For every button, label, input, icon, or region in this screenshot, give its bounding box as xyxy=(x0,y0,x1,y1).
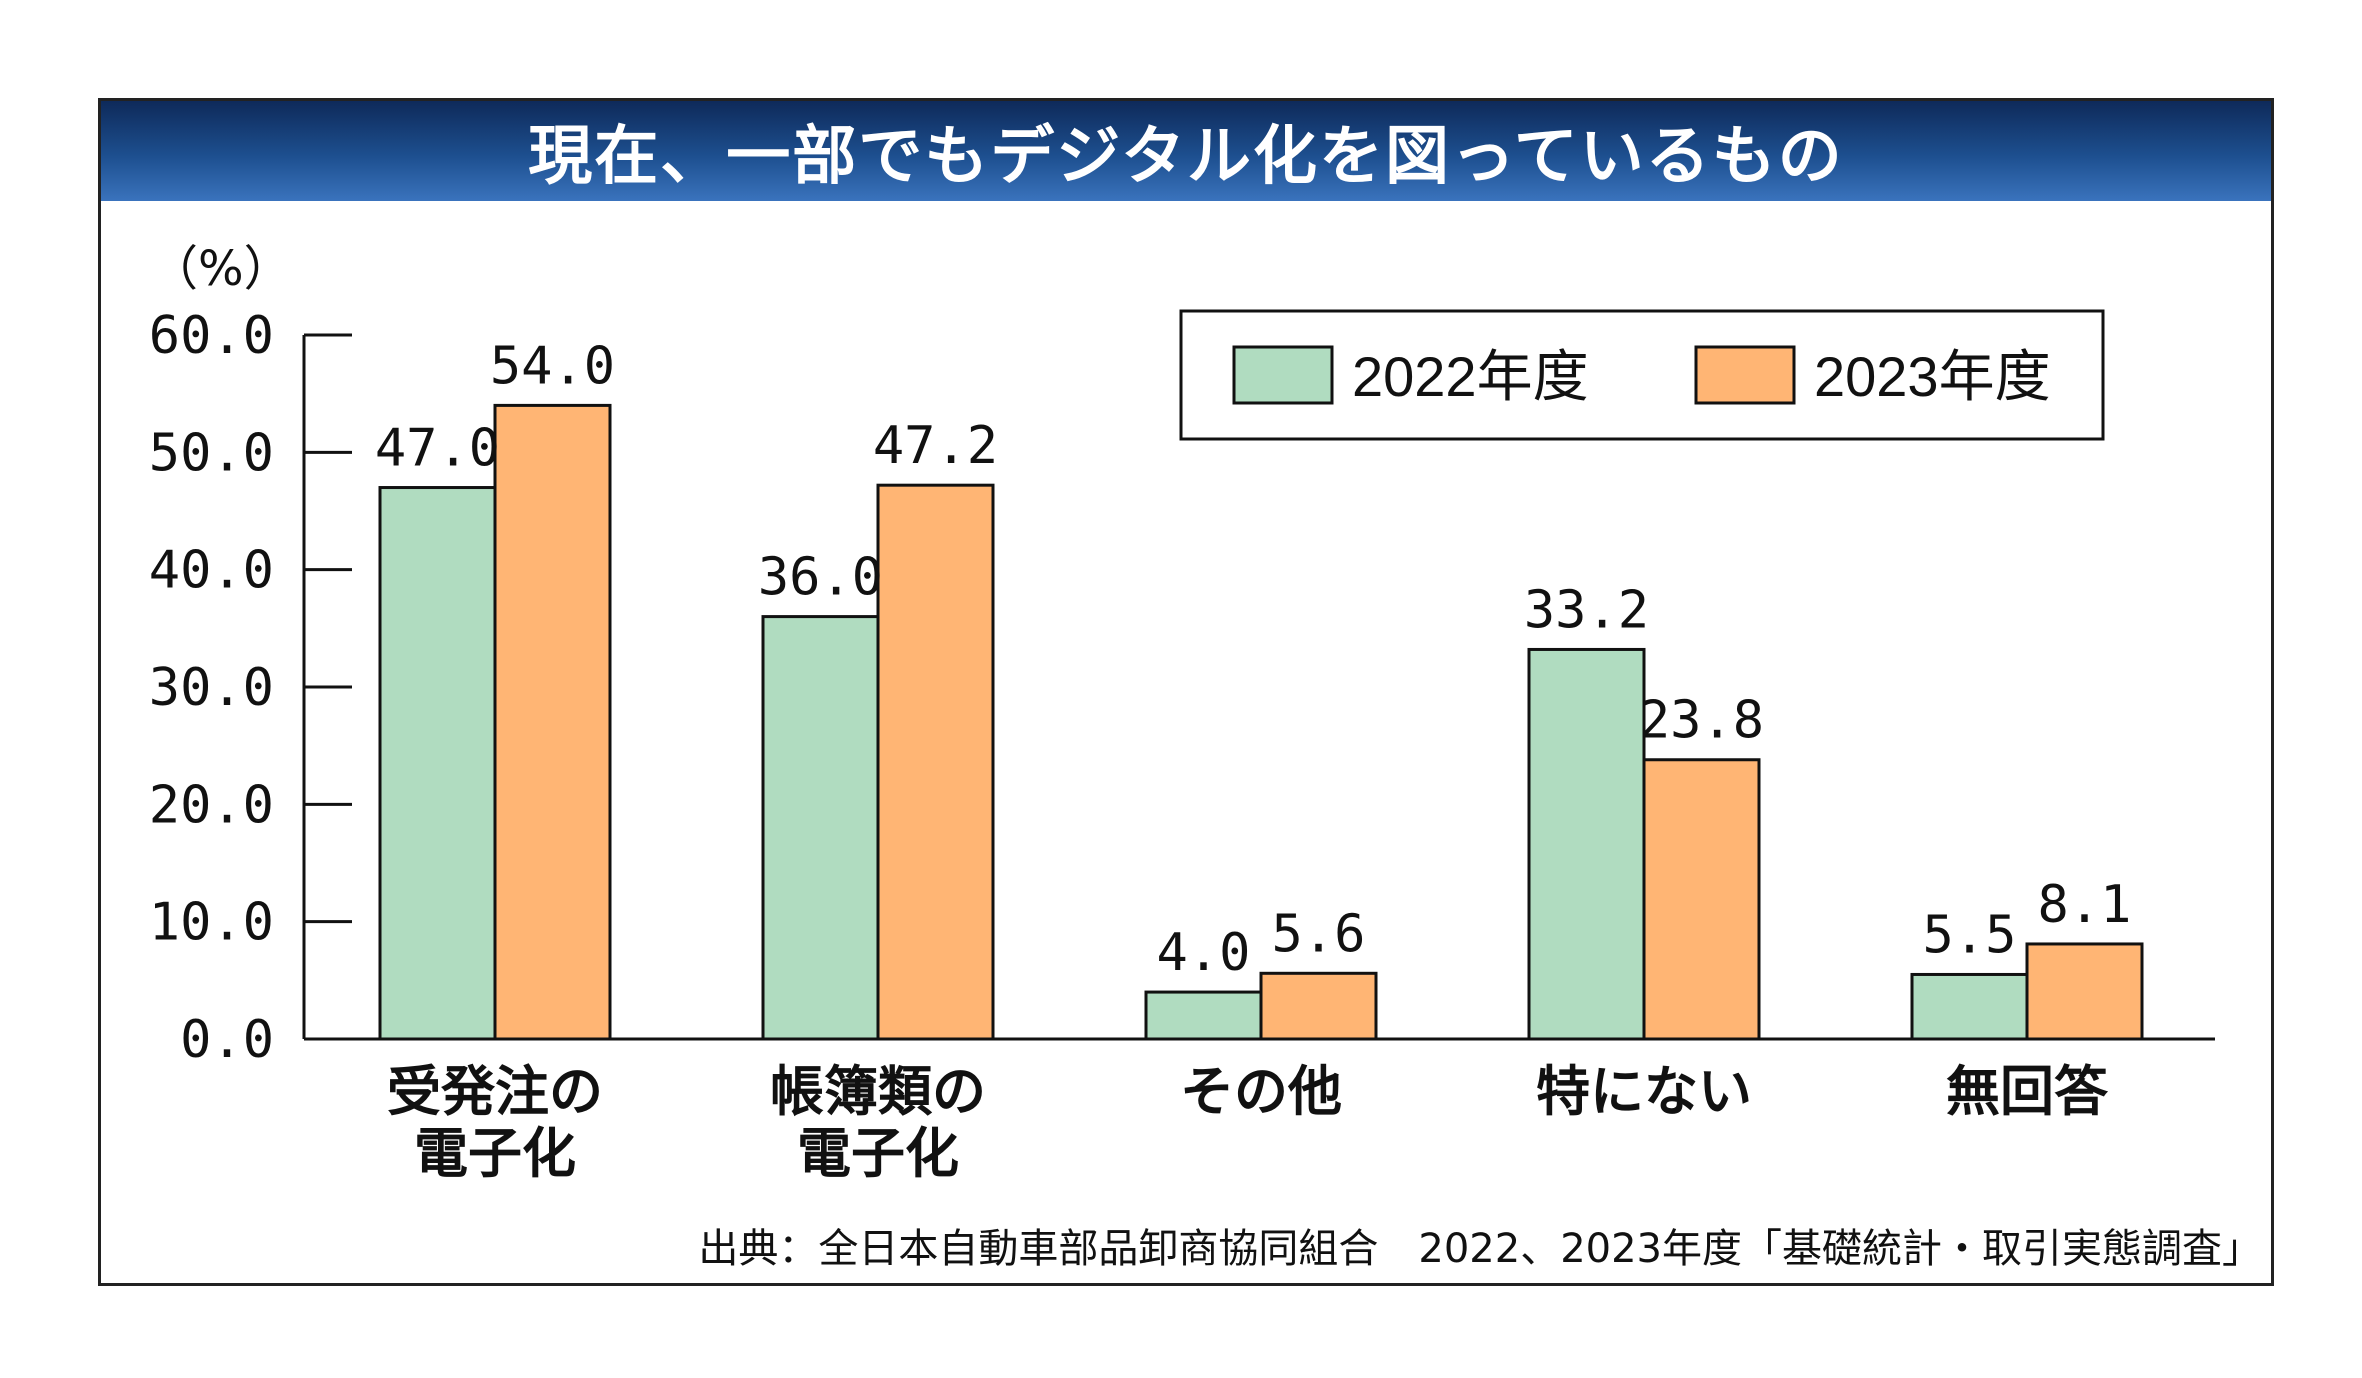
value-label: 54.0 xyxy=(490,336,615,396)
legend-box xyxy=(1179,309,2105,441)
category-label: 受発注の xyxy=(387,1060,603,1123)
value-label: 36.0 xyxy=(758,548,883,608)
legend-label: 2022年度 xyxy=(1352,345,1589,408)
bar-2022 xyxy=(378,486,497,1041)
title-banner: 現在、一部でもデジタル化を図っているもの xyxy=(101,101,2271,201)
category-label: 電子化 xyxy=(797,1122,959,1185)
bar-2023 xyxy=(876,483,995,1041)
category-label: 特にない xyxy=(1536,1060,1752,1123)
y-tick-label: 50.0 xyxy=(149,423,274,483)
category-label: 電子化 xyxy=(414,1122,576,1185)
category-label: 無回答 xyxy=(1946,1060,2109,1123)
value-label: 5.5 xyxy=(1923,905,2017,965)
value-labels: 47.0 36.0 4.0 33.2 5.5 54.0 47.2 5.6 23.8 8.1 xyxy=(375,336,2132,983)
bars-group xyxy=(378,403,2144,1041)
legend: 2022年度 2023年度 xyxy=(1179,309,2105,441)
y-tick-label: 40.0 xyxy=(149,541,274,601)
bar-2023 xyxy=(1259,971,1378,1041)
value-label: 47.2 xyxy=(873,416,998,476)
value-label: 8.1 xyxy=(2038,875,2132,935)
bar-2022 xyxy=(1144,990,1263,1041)
bar-2023 xyxy=(1642,758,1761,1041)
bar-2022 xyxy=(761,615,880,1041)
y-tick-label: 20.0 xyxy=(149,775,274,835)
value-label: 47.0 xyxy=(375,419,500,479)
bar-2023 xyxy=(493,403,612,1041)
y-tick-label: 30.0 xyxy=(149,658,274,718)
legend-label: 2023年度 xyxy=(1814,345,2051,408)
bar-2023 xyxy=(2025,942,2144,1041)
value-label: 33.2 xyxy=(1524,580,1649,640)
y-tick-label: 10.0 xyxy=(149,893,274,953)
value-label: 5.6 xyxy=(1272,904,1366,964)
value-label: 4.0 xyxy=(1157,923,1251,983)
value-label: 23.8 xyxy=(1639,691,1764,751)
y-axis-unit-label: （%） xyxy=(150,241,292,297)
source-note: 出典：全日本自動車部品卸商協同組合 2022、2023年度「基礎統計・取引実態調… xyxy=(698,1226,2262,1272)
category-label: 帳簿類の xyxy=(770,1060,986,1123)
y-tick-label: 0.0 xyxy=(180,1010,274,1070)
category-label: その他 xyxy=(1180,1060,1342,1123)
legend-swatch xyxy=(1694,345,1796,405)
y-axis: 0.0 10.0 20.0 30.0 40.0 50.0 60.0 xyxy=(149,306,2215,1070)
chart-title: 現在、一部でもデジタル化を図っているもの xyxy=(528,120,1844,194)
bar-2022 xyxy=(1527,647,1646,1041)
bar-2022 xyxy=(1910,972,2029,1041)
y-tick-label: 60.0 xyxy=(149,306,274,366)
legend-swatch xyxy=(1232,345,1334,405)
